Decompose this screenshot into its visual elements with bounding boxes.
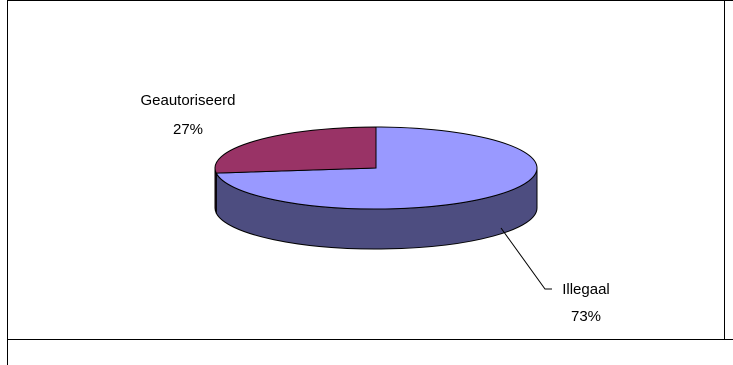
leader-line-illegaal bbox=[500, 227, 552, 290]
pie-side-geautoriseerd bbox=[214, 167, 217, 214]
label-illegaal-name: Illegaal bbox=[562, 281, 610, 298]
pie-tops bbox=[214, 126, 538, 210]
label-illegaal-value: 73% bbox=[571, 308, 601, 325]
pie-slice-geautoriseerd bbox=[214, 126, 377, 174]
label-geautoriseerd-name: Geautoriseerd bbox=[140, 92, 235, 109]
pie-slice-illegaal bbox=[215, 126, 538, 210]
label-geautoriseerd-value: 27% bbox=[173, 121, 203, 138]
